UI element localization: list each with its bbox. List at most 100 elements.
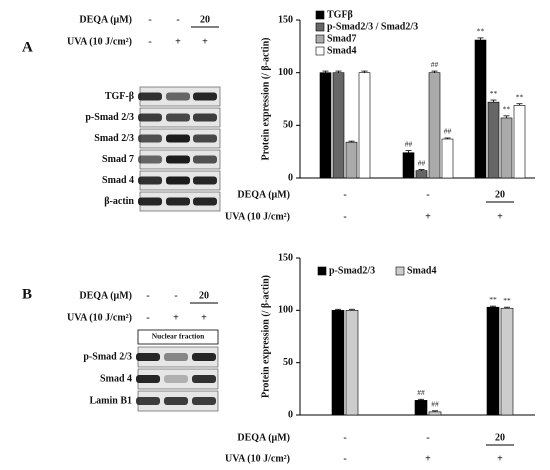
condition-value: - [146, 290, 149, 301]
condition-value: + [201, 312, 207, 323]
legend-swatch [317, 266, 327, 276]
legend-label: Smad4 [407, 265, 436, 276]
bar [487, 101, 500, 179]
bar [428, 411, 442, 416]
blot-band [193, 176, 217, 185]
bar [402, 152, 415, 179]
y-tick-label: 50 [283, 120, 293, 131]
blot-band [164, 375, 188, 383]
condition-value: - [426, 432, 429, 443]
bar [513, 105, 526, 179]
fraction-box [137, 329, 219, 345]
significance-label: ## [418, 158, 426, 167]
significance-label: ## [431, 60, 439, 69]
legend-label: Smad7 [327, 33, 356, 44]
significance-label: ** [490, 89, 498, 98]
blot-label: p-Smad 2/3 [85, 112, 134, 123]
blot-band [166, 197, 190, 206]
condition-value: + [425, 453, 431, 464]
legend-swatch [315, 22, 325, 32]
condition-value: - [174, 290, 177, 301]
panel-label: B [22, 286, 32, 302]
bar [441, 138, 454, 179]
bar [415, 170, 428, 179]
blot-band [193, 134, 217, 143]
condition-value: - [343, 432, 346, 443]
condition-value: 20 [200, 14, 210, 25]
blot-band [193, 197, 217, 206]
bar [345, 310, 359, 416]
significance-label: ## [405, 139, 413, 148]
blot-label: Lamin B1 [89, 395, 132, 406]
significance-label: ** [503, 296, 511, 305]
blot-band [193, 155, 217, 164]
condition-label: UVA (10 J/cm²) [225, 453, 290, 464]
significance-label: ## [417, 388, 425, 397]
legend-swatch [315, 10, 325, 20]
blot-band [138, 113, 162, 122]
y-axis-label: Protein expression (/ β-actin) [260, 38, 271, 161]
fraction-label: Nuclear fraction [152, 332, 205, 341]
y-tick-label: 100 [278, 305, 293, 316]
condition-value: - [176, 14, 179, 25]
blot-band [164, 397, 188, 405]
condition-value: - [343, 211, 346, 222]
significance-label: ** [489, 295, 497, 304]
blot-band [166, 113, 190, 122]
bar [345, 141, 358, 179]
blot-label: β-actin [104, 196, 134, 207]
condition-value: + [175, 36, 181, 47]
condition-value: 20 [495, 432, 505, 443]
blot-band [166, 134, 190, 143]
bar [358, 72, 371, 179]
blot-band [138, 92, 162, 101]
condition-value: - [148, 14, 151, 25]
legend-swatch [315, 34, 325, 44]
condition-value: 20 [199, 290, 209, 301]
condition-value: + [497, 453, 503, 464]
condition-value: - [343, 189, 346, 200]
blot-band [136, 353, 160, 361]
blot-band [166, 176, 190, 185]
blot-label: Smad 7 [102, 154, 134, 165]
condition-label: DEQA (μM) [237, 432, 290, 443]
blot-band [166, 92, 190, 101]
legend-swatch [395, 266, 405, 276]
condition-label: DEQA (μM) [79, 290, 132, 301]
legend-label: Smad4 [327, 45, 356, 56]
condition-value: + [202, 36, 208, 47]
bar [331, 310, 345, 416]
legend-label: p-Smad2/3 [329, 265, 375, 276]
blot-band [192, 353, 216, 361]
blot-band [136, 375, 160, 383]
condition-value: 20 [495, 189, 505, 200]
blot-band [193, 92, 217, 101]
blot-label: Smad 4 [102, 175, 134, 186]
y-tick-label: 0 [288, 172, 293, 183]
blot-label: Smad 4 [100, 373, 132, 384]
blot-band [192, 375, 216, 383]
blot-band [138, 176, 162, 185]
significance-label: ## [444, 127, 452, 136]
bar [428, 72, 441, 179]
y-tick-label: 150 [278, 14, 293, 25]
condition-value: + [173, 312, 179, 323]
condition-value: + [425, 211, 431, 222]
condition-value: - [148, 36, 151, 47]
blot-band [193, 113, 217, 122]
blot-band [136, 397, 160, 405]
legend-label: TGFβ [327, 9, 353, 20]
bar [486, 306, 500, 416]
bar [319, 72, 332, 179]
bar [500, 307, 514, 416]
blot-band [138, 155, 162, 164]
blot-band [138, 134, 162, 143]
condition-label: UVA (10 J/cm²) [67, 312, 132, 323]
condition-value: - [146, 312, 149, 323]
y-axis-label: Protein expression (/ β-actin) [260, 275, 271, 398]
y-tick-label: 150 [278, 252, 293, 263]
y-tick-label: 0 [288, 409, 293, 420]
significance-label: ## [431, 400, 439, 409]
bar [414, 400, 428, 416]
